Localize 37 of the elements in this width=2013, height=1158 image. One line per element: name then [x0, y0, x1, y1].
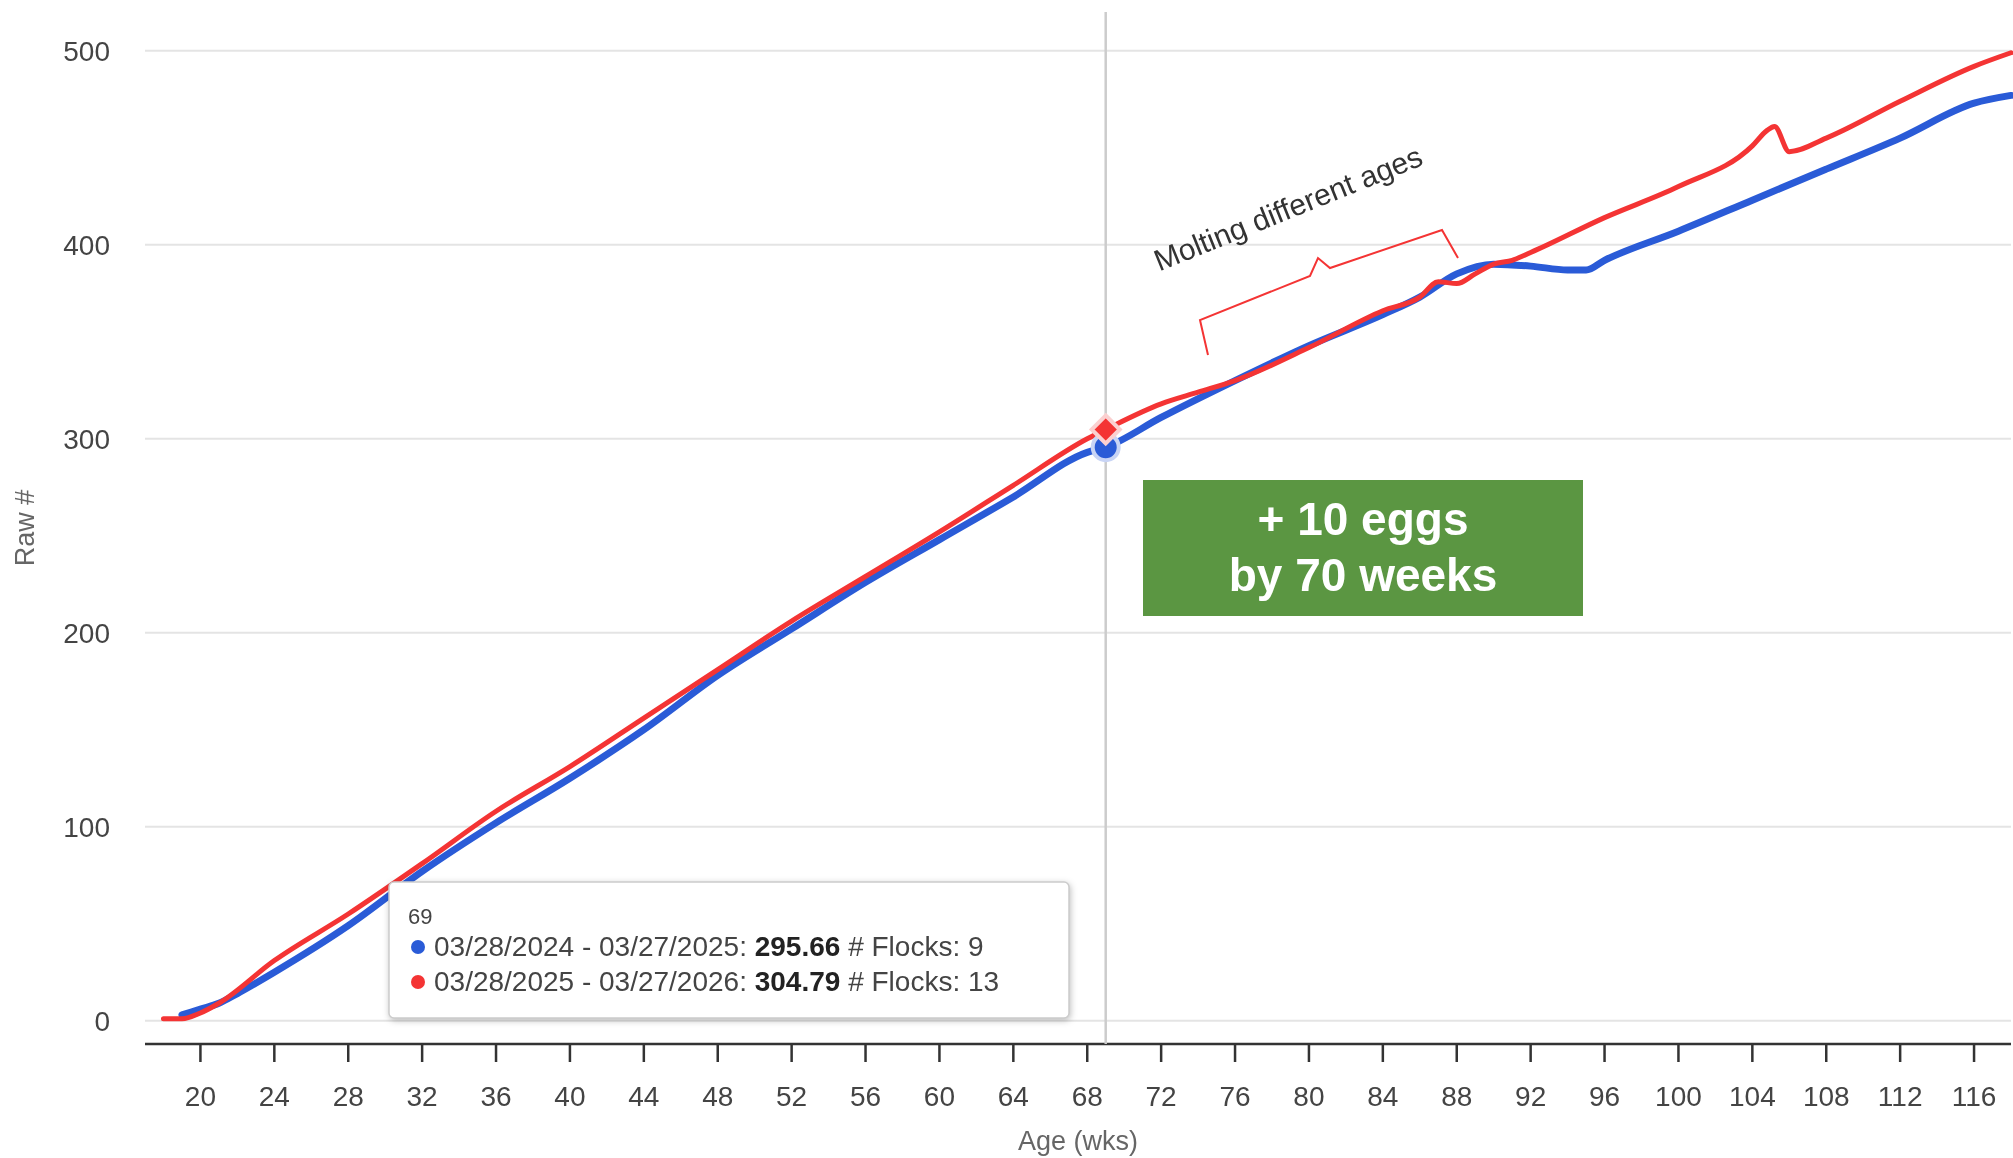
y-tick-label: 400 — [63, 229, 110, 261]
y-axis-title: Raw # — [10, 489, 40, 567]
x-tick-label: 20 — [184, 1081, 216, 1112]
x-tick-label: 52 — [776, 1081, 808, 1112]
y-tick-label: 0 — [94, 1005, 110, 1037]
x-tick-label: 24 — [258, 1081, 290, 1112]
x-tick-label: 96 — [1588, 1081, 1621, 1112]
x-tick-label: 84 — [1367, 1081, 1399, 1112]
x-axis-title: Age (wks) — [1017, 1126, 1139, 1156]
y-tick-label: 200 — [63, 617, 110, 649]
annotation: 03/28/2024 - 03/27/2025: 295.66 # Flocks: 9 — [434, 931, 984, 962]
x-tick-label: 108 — [1802, 1081, 1850, 1112]
x-tick-label: 88 — [1441, 1081, 1473, 1112]
x-tick-label: 76 — [1219, 1081, 1251, 1112]
x-tick-label: 36 — [480, 1081, 512, 1112]
annotation: 69 — [408, 904, 433, 929]
x-tick-label: 92 — [1515, 1081, 1547, 1112]
y-tick-label: 500 — [63, 35, 110, 67]
x-tick-label: 32 — [406, 1081, 438, 1112]
x-tick-label: 60 — [923, 1081, 956, 1112]
x-tick-label: 28 — [332, 1081, 364, 1112]
x-tick-label: 68 — [1071, 1081, 1103, 1112]
x-tick-label: 64 — [997, 1081, 1029, 1112]
y-tick-label: 300 — [63, 423, 110, 455]
y-tick-label: 100 — [63, 811, 110, 843]
x-tick-label: 48 — [702, 1081, 734, 1112]
x-tick-label: 40 — [554, 1081, 586, 1112]
x-tick-label: 100 — [1655, 1081, 1702, 1112]
x-tick-label: 72 — [1145, 1081, 1177, 1112]
x-tick-label: 116 — [1951, 1081, 1997, 1112]
x-tick-label: 44 — [628, 1081, 660, 1112]
annotation: 03/28/2025 - 03/27/2026: 304.79 # Flocks: 13 — [434, 966, 1000, 997]
x-tick-label: 80 — [1293, 1081, 1325, 1112]
annotation: + 10 eggs by 70 weeks — [1228, 493, 1498, 601]
x-tick-label: 112 — [1877, 1081, 1923, 1112]
x-tick-label: 56 — [849, 1081, 882, 1112]
x-tick-label: 104 — [1728, 1081, 1776, 1112]
